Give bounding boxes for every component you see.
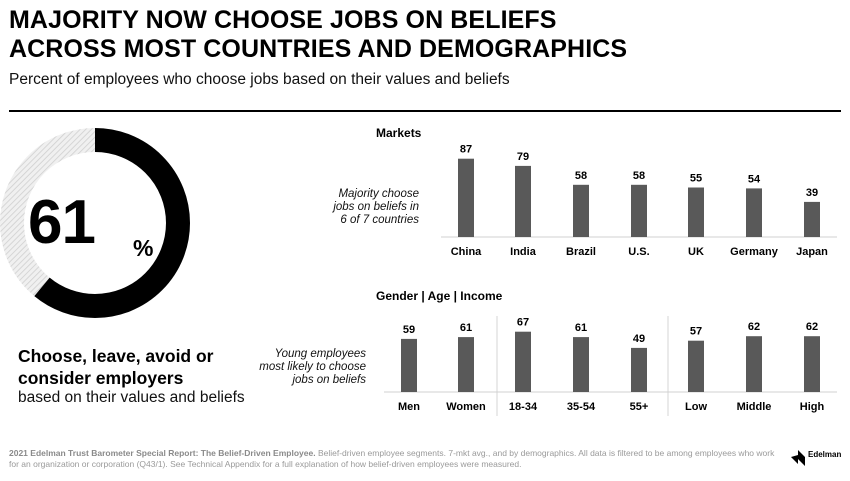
markets-section-label: Markets [376, 126, 422, 140]
markets-annotation: Majority choose jobs on beliefs in 6 of … [280, 188, 419, 227]
market-u-s-value-label: 58 [633, 170, 645, 182]
footnote-text: Belief-driven employee segments. 7-mkt a… [9, 448, 775, 469]
footnote-source: 2021 Edelman Trust Barometer Special Rep… [9, 448, 316, 458]
market-uk-bar [688, 187, 704, 237]
title-divider [9, 110, 841, 112]
subtitle: Percent of employees who choose jobs bas… [9, 71, 510, 88]
markets-annotation-line-2: jobs on beliefs in [333, 201, 419, 213]
demographic-low-bar [688, 340, 704, 392]
demographic-55-category-label: 55+ [630, 401, 649, 413]
demographic-35-54-bar [573, 337, 589, 392]
market-germany-bar [746, 188, 762, 237]
market-japan-category-label: Japan [796, 246, 828, 258]
demographic-high-bar [804, 336, 820, 392]
edelman-logo: Edelman [789, 446, 841, 470]
demographics-bar-chart: 59 Men 61 Women 67 18-34 61 35-54 49 55+ 57 Low 62 Mi… [384, 316, 837, 416]
demographic-women-bar [458, 337, 474, 392]
donut-chart [0, 128, 190, 318]
demographics-section-label: Gender | Age | Income [376, 289, 503, 303]
edelman-logo-text: Edelman [808, 450, 842, 459]
demographic-men-bar [401, 338, 417, 392]
donut-unit: % [133, 235, 154, 261]
headline-subtext: based on their values and beliefs [18, 389, 245, 406]
market-india-value-label: 79 [517, 151, 529, 163]
markets-annotation-line-3: 6 of 7 countries [340, 214, 419, 226]
demographics-annotation: Young employees most likely to choose jo… [250, 348, 366, 387]
demographic-middle-category-label: Middle [737, 401, 772, 413]
demographic-women-value-label: 61 [460, 322, 472, 334]
demographic-18-34-value-label: 67 [517, 317, 529, 329]
headline-line-1: Choose, leave, avoid or [18, 346, 214, 366]
market-brazil-category-label: Brazil [566, 246, 596, 258]
market-india-category-label: India [510, 246, 537, 258]
market-u-s-category-label: U.S. [628, 246, 649, 258]
title-line-2: ACROSS MOST COUNTRIES AND DEMOGRAPHICS [9, 35, 628, 63]
headline: Choose, leave, avoid or consider employe… [18, 346, 213, 389]
demographic-high-value-label: 62 [806, 321, 818, 333]
demographic-55-value-label: 49 [633, 333, 645, 345]
demographic-low-value-label: 57 [690, 326, 702, 338]
edelman-logo-icon [791, 450, 805, 466]
demographic-women-category-label: Women [446, 401, 486, 413]
title-line-1: MAJORITY NOW CHOOSE JOBS ON BELIEFS [9, 6, 557, 34]
market-brazil-value-label: 58 [575, 170, 587, 182]
market-china-value-label: 87 [460, 144, 472, 156]
markets-bar-chart: 87 China 79 India 58 Brazil 58 U.S. 55 UK 54 German… [441, 144, 837, 258]
demographic-men-value-label: 59 [403, 324, 415, 336]
market-germany-value-label: 54 [748, 173, 761, 185]
donut-value-arc [0, 128, 190, 318]
demographic-high-category-label: High [800, 401, 825, 413]
demographic-middle-value-label: 62 [748, 321, 760, 333]
demographics-annotation-line-2: most likely to choose [259, 361, 366, 373]
market-uk-category-label: UK [688, 246, 704, 258]
market-india-bar [515, 165, 531, 237]
markets-annotation-line-1: Majority choose [338, 188, 419, 200]
market-uk-value-label: 55 [690, 173, 702, 185]
market-brazil-bar [573, 184, 589, 237]
market-china-bar [458, 158, 474, 237]
market-japan-bar [804, 201, 820, 237]
demographic-35-54-category-label: 35-54 [567, 401, 596, 413]
market-china-category-label: China [451, 246, 482, 258]
demographics-annotation-line-3: jobs on beliefs [292, 374, 366, 386]
market-germany-category-label: Germany [730, 246, 779, 258]
demographic-18-34-category-label: 18-34 [509, 401, 538, 413]
demographic-low-category-label: Low [685, 401, 707, 413]
demographic-18-34-bar [515, 331, 531, 392]
demographic-35-54-value-label: 61 [575, 322, 587, 334]
demographic-55-bar [631, 347, 647, 392]
market-japan-value-label: 39 [806, 187, 818, 199]
headline-line-2: consider employers [18, 367, 184, 388]
demographic-men-category-label: Men [398, 401, 420, 413]
demographic-middle-bar [746, 336, 762, 392]
footnote: 2021 Edelman Trust Barometer Special Rep… [9, 448, 779, 469]
page-title: MAJORITY NOW CHOOSE JOBS ON BELIEFS ACRO… [9, 6, 839, 64]
donut-value: 61 [28, 188, 96, 257]
demographics-annotation-line-1: Young employees [274, 348, 366, 360]
market-u-s-bar [631, 184, 647, 237]
